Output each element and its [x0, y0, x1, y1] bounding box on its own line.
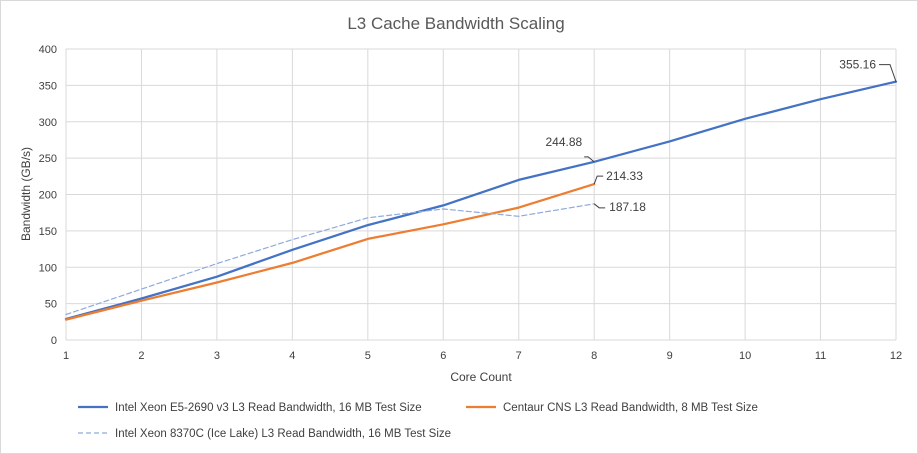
y-tick-label: 50	[45, 299, 57, 311]
x-tick-label: 10	[739, 350, 751, 362]
x-tick-label: 2	[138, 350, 144, 362]
x-tick-label: 5	[365, 350, 371, 362]
data-label: 244.88	[545, 135, 582, 149]
legend: Intel Xeon E5-2690 v3 L3 Read Bandwidth,…	[78, 402, 758, 440]
x-tick-label: 9	[667, 350, 673, 362]
y-tick-label: 150	[39, 226, 57, 238]
legend-label: Centaur CNS L3 Read Bandwidth, 8 MB Test…	[503, 402, 758, 414]
data-label: 355.16	[839, 58, 876, 72]
series-line-3	[65, 203, 595, 316]
x-axis-label: Core Count	[450, 370, 512, 384]
x-tick-label: 4	[289, 350, 295, 362]
x-tick-labels: 1 2 3 4 5 6 7 8 9 10 11 12	[63, 350, 902, 362]
x-tick-label: 1	[63, 350, 69, 362]
y-axis-label: Bandwidth (GB/s)	[19, 147, 33, 241]
x-tick-label: 3	[214, 350, 220, 362]
legend-label: Intel Xeon 8370C (Ice Lake) L3 Read Band…	[115, 428, 451, 440]
data-label: 214.33	[606, 169, 643, 183]
series-line-1	[64, 80, 898, 321]
data-label-leader	[593, 175, 604, 185]
x-tick-label: 6	[440, 350, 446, 362]
y-tick-labels: 0 50 100 150 200 250 300 350 400	[39, 44, 57, 347]
series-lines	[64, 80, 898, 321]
data-label-leader	[593, 203, 606, 209]
y-tick-label: 100	[39, 262, 57, 274]
data-label: 187.18	[609, 200, 646, 214]
y-tick-label: 250	[39, 153, 57, 165]
data-label-leader	[584, 156, 595, 163]
series-line-2	[64, 182, 596, 321]
x-tick-label: 12	[890, 350, 902, 362]
x-tick-label: 8	[591, 350, 597, 362]
y-tick-label: 200	[39, 190, 57, 202]
x-tick-label: 7	[516, 350, 522, 362]
y-tick-label: 400	[39, 44, 57, 56]
data-labels: 355.16 244.88 214.33 187.18	[545, 58, 897, 214]
gridlines	[65, 48, 897, 341]
y-tick-label: 350	[39, 80, 57, 92]
data-label-leader	[879, 64, 897, 82]
legend-label: Intel Xeon E5-2690 v3 L3 Read Bandwidth,…	[115, 402, 422, 414]
y-tick-label: 0	[51, 335, 57, 347]
y-tick-label: 300	[39, 117, 57, 129]
x-tick-label: 11	[815, 350, 826, 362]
chart-title: L3 Cache Bandwidth Scaling	[347, 14, 564, 33]
